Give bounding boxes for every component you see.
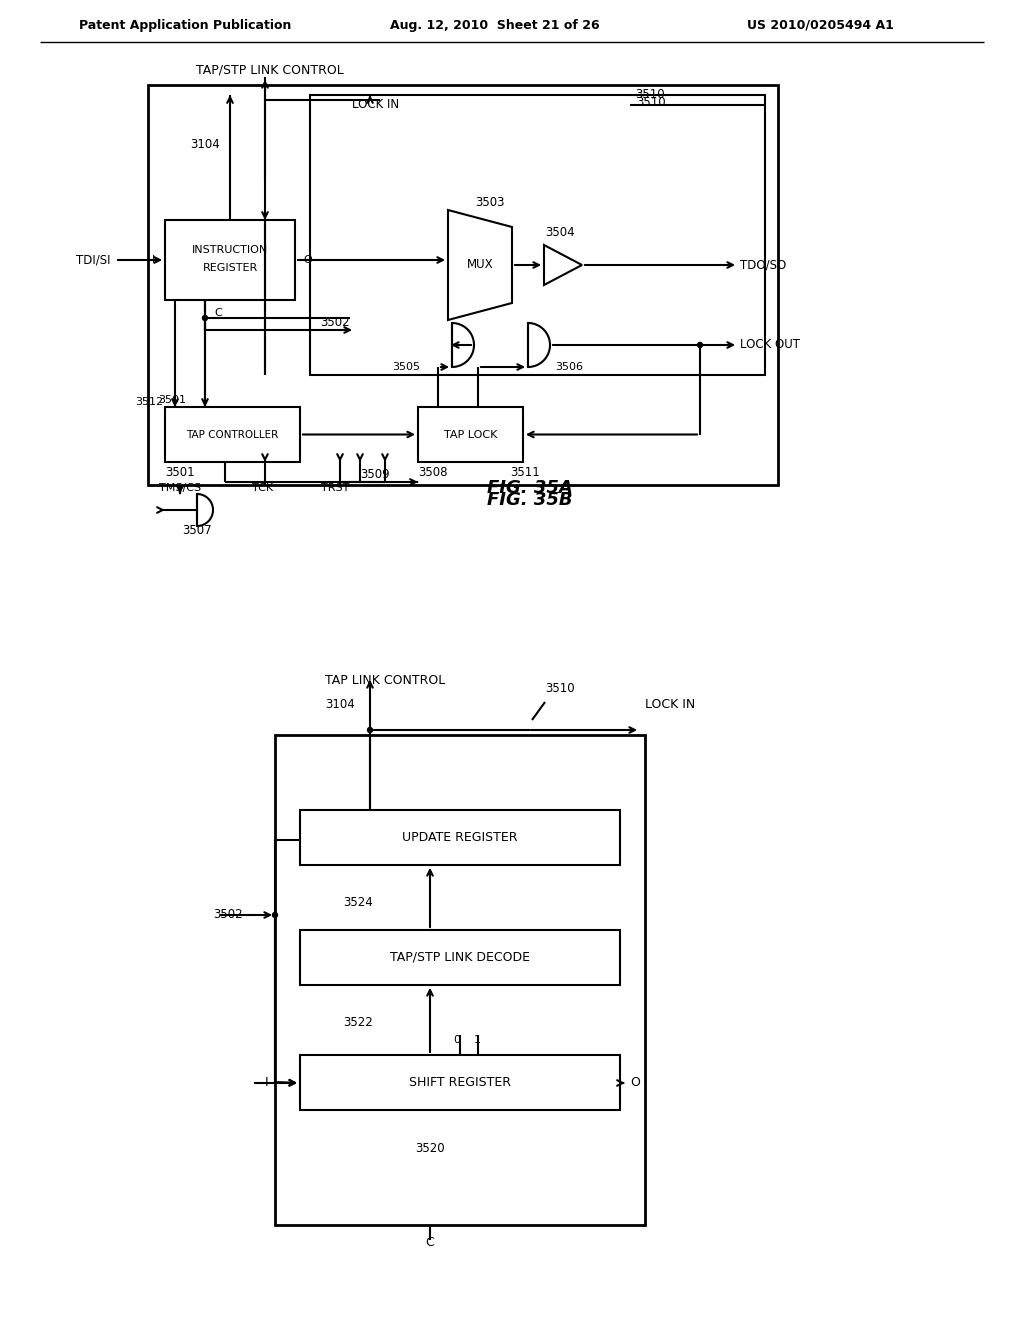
Text: MUX: MUX (467, 259, 494, 272)
Circle shape (697, 342, 702, 347)
Text: 3104: 3104 (190, 139, 220, 152)
Bar (148, 84, 778, 484)
Bar (165, 220, 295, 300)
Bar (310, 95, 765, 375)
Text: 3508: 3508 (418, 466, 447, 479)
Text: INSTRUCTION: INSTRUCTION (191, 246, 268, 255)
Text: TMS/CS: TMS/CS (159, 483, 201, 492)
Text: 3502: 3502 (319, 317, 349, 330)
Text: C: C (426, 1236, 434, 1249)
Text: SHIFT REGISTER: SHIFT REGISTER (409, 1076, 511, 1089)
Text: O: O (630, 1077, 640, 1089)
Bar (300, 1055, 620, 1110)
Text: TDO/SO: TDO/SO (740, 259, 786, 272)
Text: I: I (264, 1077, 268, 1089)
Circle shape (368, 727, 373, 733)
Text: 3506: 3506 (555, 362, 583, 372)
Text: 3510: 3510 (545, 681, 574, 694)
Text: C: C (214, 308, 222, 318)
Text: 3505: 3505 (392, 362, 420, 372)
Text: TAP LINK CONTROL: TAP LINK CONTROL (325, 673, 445, 686)
Text: LOCK IN: LOCK IN (352, 99, 399, 111)
Text: 3502: 3502 (213, 908, 243, 921)
Text: FIG. 35B: FIG. 35B (487, 491, 572, 510)
Text: 1: 1 (473, 1035, 480, 1045)
Text: 3512: 3512 (135, 397, 163, 407)
Text: I: I (152, 255, 155, 265)
Bar (300, 810, 620, 865)
Text: UPDATE REGISTER: UPDATE REGISTER (402, 832, 518, 843)
Bar (300, 931, 620, 985)
Text: TAP CONTROLLER: TAP CONTROLLER (186, 429, 279, 440)
Text: 3507: 3507 (182, 524, 212, 536)
Text: Aug. 12, 2010  Sheet 21 of 26: Aug. 12, 2010 Sheet 21 of 26 (390, 18, 600, 32)
Text: 0: 0 (454, 1035, 461, 1045)
Text: TCK: TCK (253, 483, 273, 492)
Text: 3524: 3524 (343, 895, 373, 908)
Polygon shape (449, 210, 512, 319)
Text: TDI/SI: TDI/SI (76, 253, 110, 267)
Polygon shape (528, 323, 550, 367)
Text: TAP/STP LINK DECODE: TAP/STP LINK DECODE (390, 950, 530, 964)
Bar (165, 407, 300, 462)
Text: 3104: 3104 (326, 698, 355, 711)
Text: TRST: TRST (321, 483, 349, 492)
Polygon shape (197, 494, 213, 525)
Text: TAP LOCK: TAP LOCK (443, 429, 498, 440)
Polygon shape (452, 323, 474, 367)
Text: FIG. 35A: FIG. 35A (487, 479, 572, 498)
Text: US 2010/0205494 A1: US 2010/0205494 A1 (746, 18, 893, 32)
Text: Patent Application Publication: Patent Application Publication (79, 18, 291, 32)
Text: 3510: 3510 (635, 88, 665, 102)
Text: 3510: 3510 (636, 95, 666, 108)
Bar (418, 407, 523, 462)
Bar (275, 735, 645, 1225)
Text: 3520: 3520 (415, 1142, 444, 1155)
Polygon shape (544, 246, 582, 285)
Circle shape (203, 315, 208, 321)
Text: O: O (303, 255, 311, 265)
Text: REGISTER: REGISTER (203, 263, 258, 273)
Text: LOCK IN: LOCK IN (645, 698, 695, 711)
Text: 3504: 3504 (545, 226, 574, 239)
Text: 3501: 3501 (165, 466, 195, 479)
Text: 3501: 3501 (158, 395, 186, 405)
Text: 3503: 3503 (475, 195, 505, 209)
Text: TAP/STP LINK CONTROL: TAP/STP LINK CONTROL (197, 63, 344, 77)
Circle shape (272, 912, 278, 917)
Text: 3511: 3511 (510, 466, 540, 479)
Text: 3522: 3522 (343, 1015, 373, 1028)
Text: 3509: 3509 (360, 467, 389, 480)
Text: LOCK OUT: LOCK OUT (740, 338, 800, 351)
